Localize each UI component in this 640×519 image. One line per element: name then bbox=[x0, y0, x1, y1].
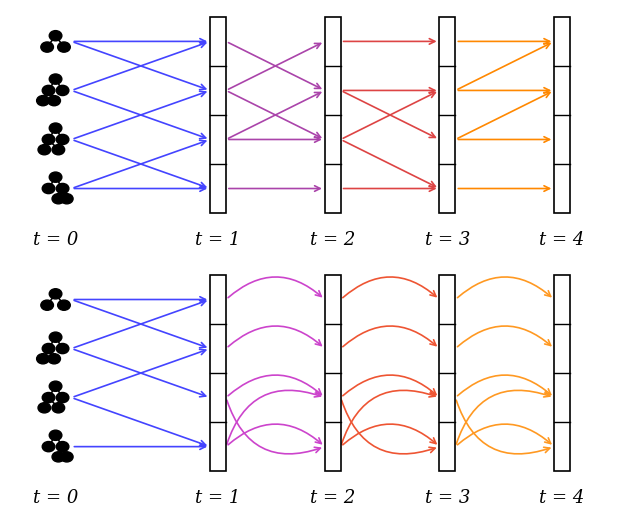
Text: t = 1: t = 1 bbox=[195, 489, 241, 507]
Text: t = 3: t = 3 bbox=[425, 489, 470, 507]
Circle shape bbox=[38, 403, 51, 413]
Circle shape bbox=[49, 381, 62, 391]
Circle shape bbox=[42, 392, 55, 403]
Text: t = 0: t = 0 bbox=[33, 489, 78, 507]
Circle shape bbox=[56, 183, 69, 194]
Bar bbox=[324, 275, 340, 471]
Circle shape bbox=[52, 194, 65, 204]
Circle shape bbox=[42, 442, 55, 452]
Circle shape bbox=[42, 344, 55, 353]
Bar bbox=[440, 17, 456, 213]
Circle shape bbox=[42, 134, 55, 145]
Bar bbox=[210, 17, 226, 213]
Circle shape bbox=[42, 183, 55, 194]
Circle shape bbox=[56, 442, 69, 452]
Circle shape bbox=[48, 95, 60, 106]
Circle shape bbox=[42, 85, 55, 95]
Circle shape bbox=[49, 123, 62, 133]
Circle shape bbox=[56, 85, 69, 95]
Circle shape bbox=[49, 332, 62, 343]
Text: t = 2: t = 2 bbox=[310, 231, 355, 249]
Bar bbox=[554, 275, 570, 471]
Bar bbox=[440, 275, 456, 471]
Circle shape bbox=[56, 344, 69, 353]
Circle shape bbox=[41, 42, 54, 52]
Text: t = 1: t = 1 bbox=[195, 231, 241, 249]
Circle shape bbox=[48, 353, 60, 364]
Circle shape bbox=[38, 145, 51, 155]
Bar bbox=[210, 275, 226, 471]
Circle shape bbox=[49, 430, 62, 441]
Bar bbox=[554, 17, 570, 213]
Circle shape bbox=[49, 31, 62, 41]
Text: t = 0: t = 0 bbox=[33, 231, 78, 249]
Circle shape bbox=[58, 42, 70, 52]
Text: t = 3: t = 3 bbox=[425, 231, 470, 249]
Text: t = 2: t = 2 bbox=[310, 489, 355, 507]
Circle shape bbox=[49, 289, 62, 299]
Circle shape bbox=[36, 95, 49, 106]
Circle shape bbox=[41, 300, 54, 310]
Circle shape bbox=[60, 194, 73, 204]
Circle shape bbox=[49, 74, 62, 84]
Circle shape bbox=[56, 134, 69, 145]
Text: t = 4: t = 4 bbox=[540, 231, 585, 249]
Circle shape bbox=[52, 145, 65, 155]
Circle shape bbox=[58, 300, 70, 310]
Circle shape bbox=[49, 172, 62, 182]
Circle shape bbox=[56, 392, 69, 403]
Circle shape bbox=[60, 452, 73, 462]
Circle shape bbox=[52, 452, 65, 462]
Text: t = 4: t = 4 bbox=[540, 489, 585, 507]
Circle shape bbox=[36, 353, 49, 364]
Bar bbox=[324, 17, 340, 213]
Circle shape bbox=[52, 403, 65, 413]
